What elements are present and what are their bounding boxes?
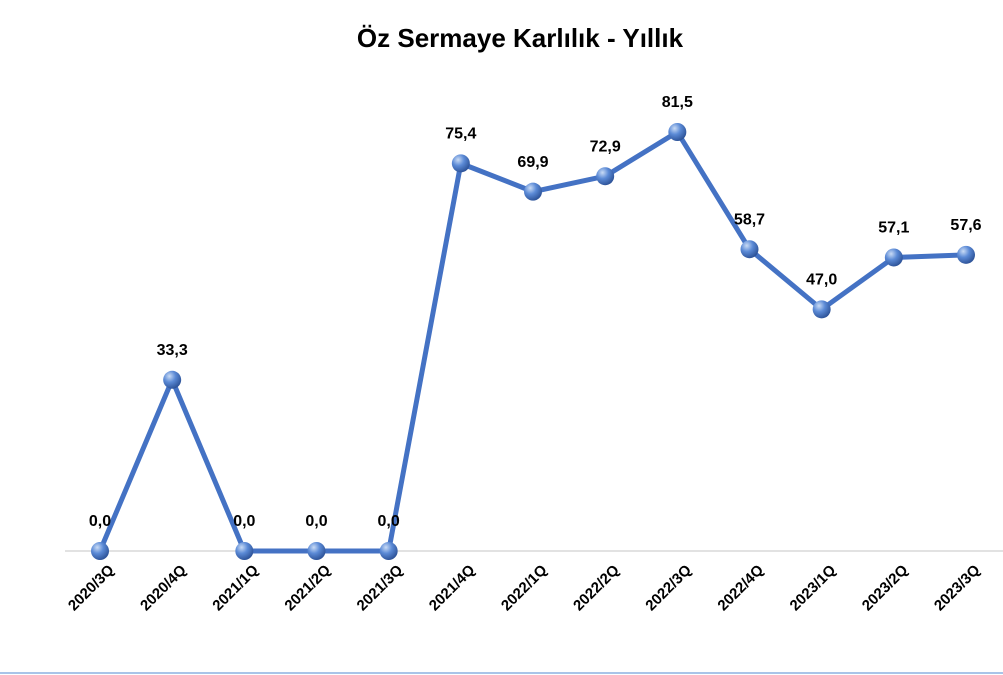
value-label: 0,0 xyxy=(89,513,111,530)
x-tick-label: 2023/3Q xyxy=(931,561,984,614)
marker xyxy=(379,542,398,560)
chart-title: Öz Sermaye Karlılık - Yıllık xyxy=(357,23,684,53)
x-tick-label: 2021/2Q xyxy=(281,561,334,614)
value-label: 81,5 xyxy=(662,94,693,111)
marker xyxy=(884,248,903,267)
x-tick-label: 2023/1Q xyxy=(787,561,840,614)
marker xyxy=(451,154,470,173)
x-tick-label: 2023/2Q xyxy=(859,561,912,614)
x-tick-label: 2022/2Q xyxy=(570,561,623,614)
value-label: 47,0 xyxy=(806,272,837,289)
x-tick-label: 2021/3Q xyxy=(354,561,407,614)
x-tick-label: 2021/1Q xyxy=(209,561,262,614)
value-label: 75,4 xyxy=(445,126,476,143)
x-tick-label: 2020/4Q xyxy=(137,561,190,614)
marker xyxy=(596,167,615,186)
value-label: 69,9 xyxy=(517,154,548,171)
marker xyxy=(91,542,109,560)
value-label: 57,6 xyxy=(950,217,981,234)
value-label: 0,0 xyxy=(378,513,400,530)
value-label: 33,3 xyxy=(157,342,188,359)
marker xyxy=(235,542,254,560)
marker xyxy=(668,123,687,141)
marker xyxy=(307,542,326,560)
x-tick-label: 2022/1Q xyxy=(498,561,551,614)
marker xyxy=(957,245,975,264)
marker xyxy=(740,240,759,259)
value-label: 58,7 xyxy=(734,211,765,228)
x-tick-label: 2022/3Q xyxy=(642,561,695,614)
marker xyxy=(524,182,542,201)
value-label: 0,0 xyxy=(305,513,327,530)
x-tick-label: 2020/3Q xyxy=(65,561,118,614)
value-label: 57,1 xyxy=(878,220,909,237)
x-tick-label: 2022/4Q xyxy=(714,561,767,614)
x-tick-label: 2021/4Q xyxy=(426,561,479,614)
value-label: 0,0 xyxy=(233,513,255,530)
marker xyxy=(812,300,831,319)
marker xyxy=(163,370,182,389)
value-label: 72,9 xyxy=(590,138,621,155)
